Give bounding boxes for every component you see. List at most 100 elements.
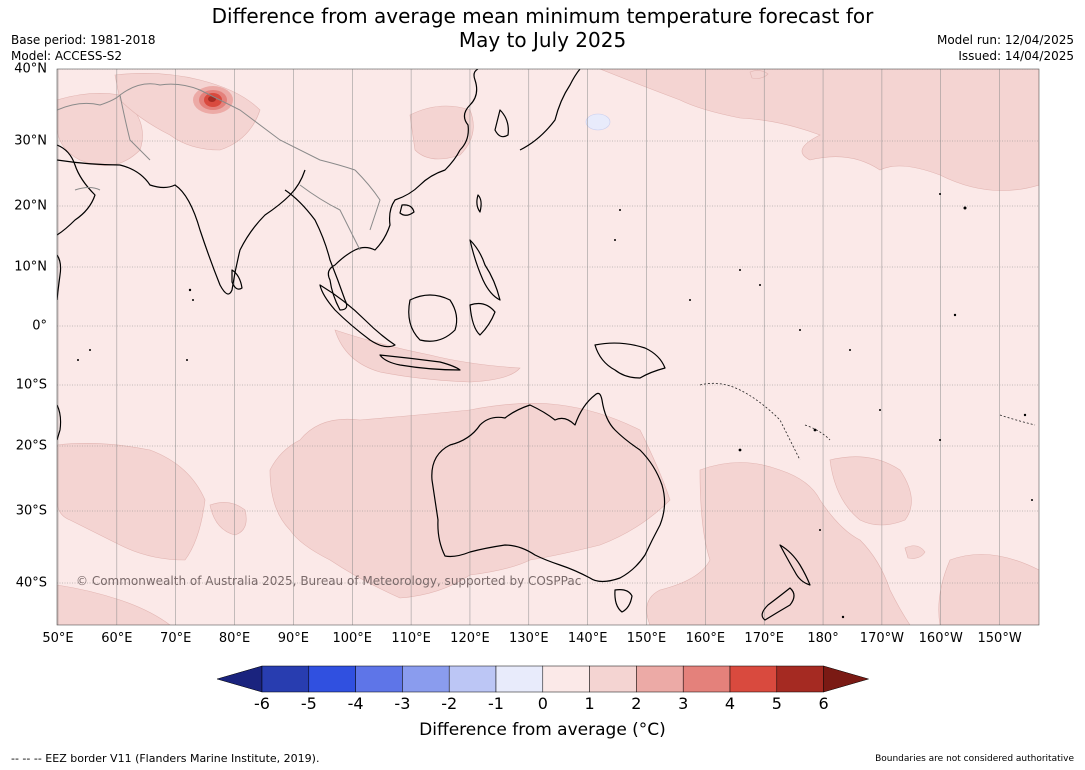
copyright-notice: © Commonwealth of Australia 2025, Bureau… [76, 574, 582, 588]
colorbar-segment [448, 665, 497, 693]
colorbar-extend-low [216, 665, 263, 693]
eez-1 [699, 382, 801, 461]
colorbar-segment [495, 665, 544, 693]
colorbar-segment [729, 665, 778, 693]
island-dot [738, 448, 742, 452]
longitude-tick-label: 170°W [859, 631, 904, 646]
colorbar-tick-label: 5 [771, 694, 782, 713]
himalaya-warm-spot [193, 86, 233, 114]
island-dot [614, 239, 616, 241]
coast-madagascar [57, 404, 62, 441]
longitude-tick-label: 60°E [101, 631, 133, 646]
coast-new-zealand-north [779, 544, 811, 586]
anomaly-small-patch-1 [209, 502, 247, 536]
longitude-tick-label: 70°E [160, 631, 192, 646]
island-dot [819, 529, 821, 531]
map-area [57, 69, 1039, 625]
coast-new-guinea [594, 342, 666, 379]
island-dot [1023, 413, 1027, 417]
anomaly-north-pacific [599, 69, 1039, 191]
title-line-2: May to July 2025 [458, 28, 627, 52]
coast-taiwan [476, 194, 482, 213]
anomaly-sumatra-java [334, 329, 521, 383]
eez-borders [699, 382, 1036, 461]
island-dot [619, 209, 621, 211]
coast-tasmania [614, 589, 633, 613]
coastlines [57, 69, 811, 621]
anomaly-sw-pacific [829, 456, 912, 526]
coast-sri-lanka [231, 269, 243, 290]
colorbar-segment [542, 665, 590, 693]
coast-sumatra [319, 284, 396, 348]
coast-philippines [469, 239, 501, 301]
map-title: Difference from average mean minimum tem… [0, 4, 1085, 52]
island-dot [188, 288, 192, 292]
colorbar-tick-label: -4 [347, 694, 364, 713]
island-dot [799, 329, 801, 331]
country-borders [57, 83, 381, 251]
latitude-tick-label: 40°N [14, 61, 47, 77]
latitude-tick-label: 0° [32, 318, 47, 334]
island-dot [939, 439, 941, 441]
coast-hainan [399, 204, 415, 216]
longitude-tick-label: 90°E [277, 631, 310, 646]
colorbar-tick-label: 4 [724, 694, 736, 713]
anomaly-tasman-sea [646, 462, 911, 625]
eez-2 [999, 414, 1036, 426]
island-dot [89, 349, 91, 351]
colorbar-segment [261, 665, 310, 693]
latitude-tick-label: 30°S [15, 503, 47, 519]
longitude-tick-label: 50°E [42, 631, 74, 646]
latitude-tick-label: 10°S [15, 377, 47, 393]
coast-africa-horn [57, 254, 62, 301]
graticule [57, 69, 1039, 625]
island-dot [186, 359, 188, 361]
longitude-tick-label: 110°E [391, 631, 431, 646]
longitude-tick-label: 150°E [626, 631, 667, 646]
island-dots [77, 193, 1033, 619]
coast-japan [519, 69, 581, 151]
longitude-tick-label: 120°E [450, 631, 490, 646]
island-dot [1031, 499, 1033, 501]
anomaly-1-to-2-regions [57, 69, 1039, 625]
anomaly-south-pacific [938, 554, 1039, 625]
island-dot [939, 193, 941, 195]
latitude-tick-label: 10°N [14, 259, 47, 275]
anomaly-small-patch-2 [904, 545, 926, 559]
meta-left: Base period: 1981-2018 Model: ACCESS-S2 [11, 32, 156, 64]
island-dot [849, 349, 851, 351]
longitude-tick-label: 180° [807, 631, 839, 646]
island-dot [689, 299, 691, 301]
longitude-tick-label: 160°W [918, 631, 963, 646]
coast-arabia [57, 144, 96, 236]
map-frame [56, 68, 1040, 626]
colorbar-segment [355, 665, 403, 693]
anomaly-small-patch-3 [749, 70, 769, 79]
border-5 [57, 94, 121, 111]
model-run: Model run: 12/04/2025 [936, 33, 1074, 47]
model-name: Model: ACCESS-S2 [11, 49, 123, 63]
coast-east-asia [459, 69, 479, 151]
longitude-tick-label: 100°E [332, 631, 373, 646]
colorbar [216, 665, 870, 693]
colorbar-segment [402, 665, 450, 693]
island-dot [963, 206, 967, 210]
latitude-tick-label: 30°N [14, 133, 47, 149]
coast-sulawesi [469, 302, 496, 336]
meta-right: Model run: 12/04/2025 Issued: 14/04/2025 [937, 32, 1074, 64]
colorbar-tick-label: -2 [441, 694, 458, 713]
longitude-tick-label: 160°E [685, 631, 726, 646]
anomaly-china-coast [409, 105, 474, 160]
colorbar-segment [589, 665, 637, 693]
island-dot [77, 359, 79, 361]
colorbar-segment [776, 665, 824, 693]
eez-legend-note: -- -- -- EEZ border V11 (Flanders Marine… [11, 752, 320, 765]
anomaly-south-west-patch [57, 584, 171, 625]
border-1 [119, 83, 356, 171]
longitude-tick-label: 80°E [218, 631, 251, 646]
colorbar-segment [308, 665, 356, 693]
latitude-tick-label: 20°S [15, 438, 47, 454]
longitude-tick-label: 170°E [744, 631, 784, 646]
longitude-tick-label: 130°E [509, 631, 549, 646]
